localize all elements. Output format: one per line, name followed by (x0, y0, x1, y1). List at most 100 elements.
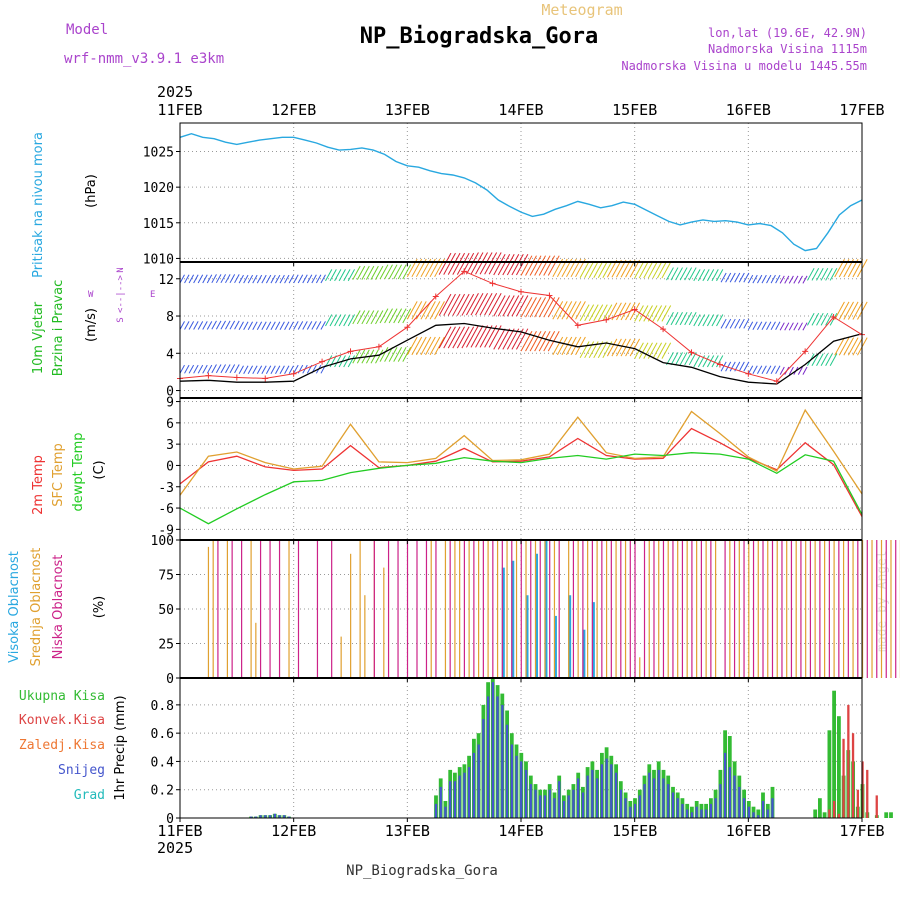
snow-precip-bar (657, 769, 660, 818)
wind-barb (779, 322, 785, 331)
wind-barb (370, 349, 379, 364)
snow-precip-bar (742, 798, 746, 818)
wind-barb (661, 342, 672, 359)
wind-barb (375, 310, 384, 325)
wind-barb (511, 295, 524, 317)
wind-barb (656, 305, 667, 322)
wind-barb (238, 365, 244, 374)
wind-barb (320, 321, 326, 330)
model-name: wrf-nmm_v3.9.1 e3km (64, 51, 224, 67)
snow-precip-bar (705, 809, 708, 818)
wind-barb (761, 321, 767, 331)
wind-barb (302, 321, 308, 330)
wind-barb (311, 274, 317, 284)
wind-barb (434, 336, 445, 356)
wind-barb (538, 255, 551, 276)
wind-barb (470, 325, 484, 348)
wind-barb (220, 320, 226, 330)
x-day-label-top: 13FEB (385, 101, 430, 119)
cloud-label-3: Niska Oblacnost (51, 555, 66, 660)
wind-barb (529, 255, 542, 276)
y-tick-label: -3 (158, 481, 174, 496)
wind-barb (506, 254, 520, 276)
wind-barb (684, 312, 693, 326)
x-day-label-top: 15FEB (612, 101, 657, 119)
wind-barb (516, 328, 529, 350)
wind-barb (484, 325, 498, 348)
wind-barb (243, 321, 249, 331)
wind-barb (247, 274, 254, 284)
snow-precip-bar (596, 778, 599, 818)
wind-barb (456, 293, 470, 316)
wind-barb (484, 252, 498, 275)
wind-barb (479, 252, 493, 275)
y-tick-label: 1015 (143, 217, 174, 232)
lonlat-label: lon,lat (19.6E, 42.9N) (708, 26, 867, 40)
wind-label-1: 10m Vjetar (31, 301, 46, 374)
snow-precip-bar (619, 789, 622, 818)
wind-gust-marker (603, 316, 610, 323)
snow-precip-bar (259, 815, 262, 818)
snow-precip-bar (614, 772, 618, 818)
wind-barb (647, 305, 658, 322)
wind-barb (816, 312, 824, 326)
conv-precip-bar (875, 795, 878, 818)
wind-barb (725, 361, 732, 372)
wind-barb (456, 252, 470, 275)
wind-barb (452, 326, 466, 349)
wind-barb (470, 252, 484, 275)
total-precip-bar (884, 812, 889, 818)
snow-precip-bar (728, 767, 731, 818)
wind-barb (302, 274, 308, 284)
wind-barb (588, 261, 599, 279)
wind-barb (816, 353, 824, 367)
wind-barb (293, 321, 299, 330)
wind-barb (725, 318, 732, 329)
wind-barb (756, 365, 763, 374)
wind-barb (393, 346, 403, 362)
wind-barb (593, 261, 604, 279)
wind-barb (334, 314, 342, 327)
wind-barb (325, 355, 333, 368)
wind-gust-marker (716, 361, 723, 368)
wind-barb (225, 364, 231, 374)
wind-barb (816, 268, 824, 281)
wind-barb (843, 337, 854, 356)
wind-barb (506, 328, 520, 350)
wind-barb (206, 321, 213, 330)
wind-barb (538, 297, 551, 318)
snow-precip-bar (463, 772, 466, 818)
x-day-label-top: 12FEB (271, 101, 316, 119)
wind-barb (206, 364, 213, 374)
wind-barb (543, 297, 556, 318)
wind-barb (502, 254, 515, 276)
wind-barb (402, 308, 412, 324)
wind-barb (402, 346, 412, 362)
wind-barb (847, 301, 859, 320)
wind-barb (584, 341, 595, 359)
wind-barb (284, 274, 290, 284)
temp-label-3: dewpt Temp (71, 432, 86, 511)
snow-precip-bar (695, 806, 698, 818)
wind-barb (538, 330, 551, 352)
wind-barb (184, 364, 190, 374)
station-title: NP_Biogradska_Gora (360, 24, 598, 49)
wind-barb (525, 255, 537, 276)
wind-barb (506, 295, 520, 317)
wind-barb (343, 269, 351, 282)
wind-barb (179, 321, 185, 330)
pressure-label: Pritisak na nivou mora (31, 132, 46, 278)
wind-barb (275, 274, 281, 284)
wind-barb (256, 274, 263, 284)
snow-precip-bar (761, 801, 765, 818)
wind-barb (838, 301, 850, 320)
wind-barb (497, 295, 511, 317)
wind-barb (397, 308, 407, 324)
y-tick-label: 0 (166, 385, 174, 400)
wind-barb (634, 261, 644, 279)
wind-barb (652, 305, 663, 322)
wind-barb (556, 301, 568, 320)
wind-barb (597, 304, 608, 322)
wind-gust-marker (745, 370, 752, 377)
snow-precip-bar (439, 786, 442, 818)
